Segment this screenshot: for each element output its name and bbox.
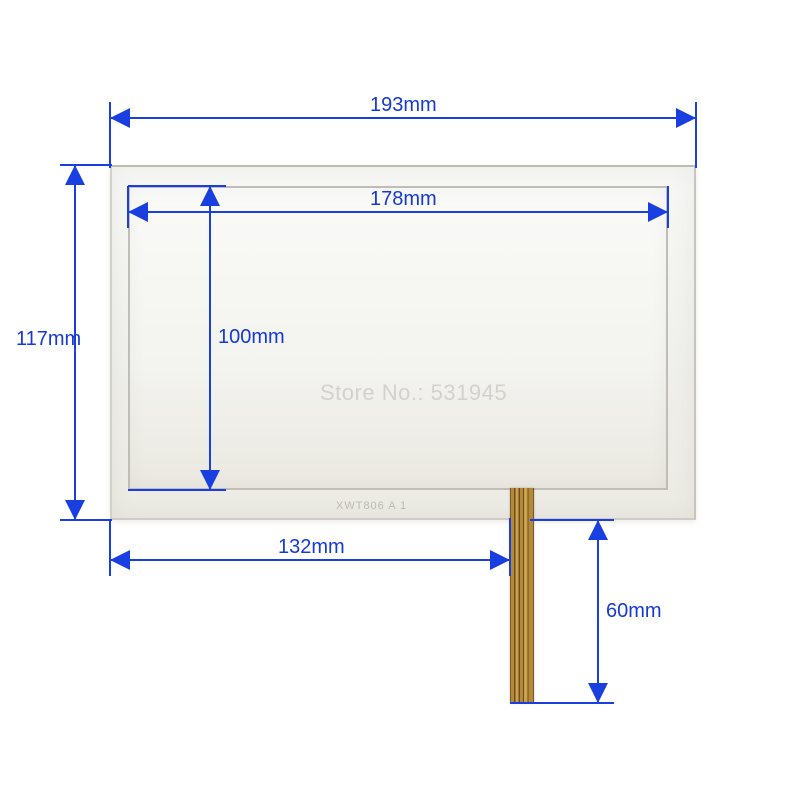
- panel-etch-code: XWT806 A 1: [336, 500, 407, 512]
- dim-label-height-outer: 117mm: [16, 328, 81, 351]
- dim-label-width-inner: 178mm: [370, 188, 437, 211]
- dim-label-height-inner: 100mm: [218, 326, 285, 349]
- dim-label-width-outer: 193mm: [370, 94, 437, 117]
- dim-label-cable-offset: 132mm: [278, 536, 345, 559]
- watermark-text: Store No.: 531945: [320, 380, 507, 406]
- flex-cable: [510, 488, 534, 703]
- diagram-stage: Store No.: 531945 XWT806 A 1 193mm 178mm…: [0, 0, 800, 800]
- dim-label-cable-length: 60mm: [606, 600, 662, 623]
- inner-panel: [128, 186, 668, 490]
